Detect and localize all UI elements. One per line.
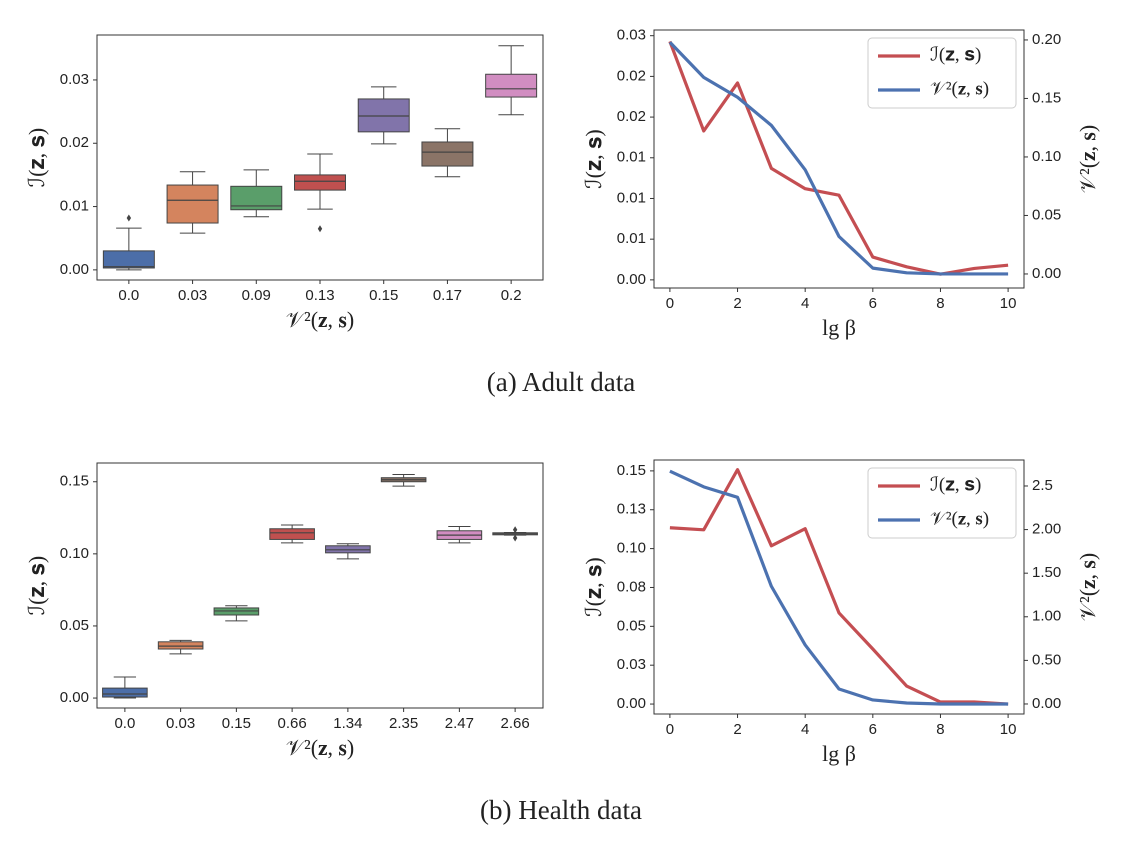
y-tick-label: 0.02 — [617, 67, 646, 84]
box — [102, 250, 155, 269]
box — [102, 687, 148, 698]
y-tick-label: 0.00 — [617, 271, 646, 288]
y2-tick-label: 0.05 — [1032, 206, 1061, 223]
flier — [512, 526, 518, 534]
y-tick-label: 0.15 — [617, 462, 646, 479]
y-tick-label: 0.13 — [617, 501, 646, 518]
y-tick-label: 0.00 — [60, 261, 89, 278]
x-tick-label: 0.13 — [305, 287, 334, 304]
x-tick-label: 0.17 — [433, 287, 462, 304]
box — [230, 185, 283, 211]
y-tick-label: 0.05 — [60, 617, 89, 634]
flier — [317, 225, 323, 233]
x-tick-label: 6 — [869, 295, 877, 312]
x-tick-label: 10 — [1000, 721, 1017, 738]
y-tick-label: 0.10 — [60, 545, 89, 562]
x-tick-label: 1.34 — [333, 715, 362, 732]
plot-frame — [653, 29, 1025, 289]
y-tick-label: 0.03 — [617, 656, 646, 673]
y-tick-label: 0.01 — [617, 189, 646, 206]
x-tick-label: 10 — [1000, 295, 1017, 312]
x-tick-label: 0.09 — [242, 287, 271, 304]
x-tick-label: 0 — [666, 721, 674, 738]
x-tick-label: 0.15 — [369, 287, 398, 304]
x-tick-label: 0.66 — [278, 715, 307, 732]
x-tick-label: 2.47 — [445, 715, 474, 732]
caption: (b) Health data — [480, 795, 642, 825]
x-tick-label: 8 — [936, 721, 944, 738]
flier — [512, 534, 518, 542]
y-tick-label: 0.00 — [617, 695, 646, 712]
x-tick-label: 6 — [869, 721, 877, 738]
line-series — [668, 40, 1009, 276]
y2-tick-label: 2.00 — [1032, 521, 1061, 538]
y-tick-label: 0.01 — [617, 230, 646, 247]
y2-tick-label: 1.00 — [1032, 608, 1061, 625]
legend-label: 𝒱²(𝐳, 𝐬) — [930, 78, 989, 99]
y-tick-label: 0.02 — [617, 108, 646, 125]
x-tick-label: 2.35 — [389, 715, 418, 732]
x-axis-label: lg β — [822, 741, 856, 766]
y-tick-label: 0.15 — [60, 473, 89, 490]
y-tick-label: 0.03 — [617, 27, 646, 44]
x-tick-label: 8 — [936, 295, 944, 312]
x-tick-label: 2 — [733, 721, 741, 738]
y2-axis-label: 𝒱²(𝐳, 𝐬) — [1075, 553, 1100, 621]
y2-tick-label: 2.5 — [1032, 477, 1053, 494]
line-series — [669, 468, 1009, 706]
x-axis-label: lg β — [822, 315, 856, 340]
flier — [126, 214, 132, 222]
x-tick-label: 2.66 — [501, 715, 530, 732]
y-tick-label: 0.01 — [617, 149, 646, 166]
y2-tick-label: 1.50 — [1032, 564, 1061, 581]
x-tick-label: 2 — [733, 295, 741, 312]
legend-label: ℐ(𝐳, 𝐬) — [930, 44, 981, 65]
y2-tick-label: 0.10 — [1032, 148, 1061, 165]
box — [357, 98, 410, 133]
y-tick-label: 0.08 — [617, 578, 646, 595]
y-tick-label: 0.02 — [60, 134, 89, 151]
x-tick-label: 0.0 — [118, 287, 139, 304]
x-tick-label: 0.2 — [501, 287, 522, 304]
y2-tick-label: 0.20 — [1032, 31, 1061, 48]
x-tick-label: 4 — [801, 295, 809, 312]
box — [294, 174, 346, 191]
y2-tick-label: 0.00 — [1032, 265, 1061, 282]
y-axis-label: ℐ(𝐳, 𝐬) — [581, 129, 606, 188]
box — [485, 73, 538, 98]
box — [157, 641, 204, 650]
y2-axis-label: 𝒱²(𝐳, 𝐬) — [1075, 125, 1100, 193]
y2-tick-label: 0.00 — [1032, 695, 1061, 712]
x-tick-label: 4 — [801, 721, 809, 738]
box — [421, 141, 474, 167]
y2-tick-label: 0.50 — [1032, 651, 1061, 668]
y-tick-label: 0.10 — [617, 540, 646, 557]
x-axis-label: 𝒱²(𝐳, 𝐬) — [286, 735, 354, 760]
legend-label: ℐ(𝐳, 𝐬) — [930, 474, 981, 495]
plot-frame — [96, 462, 544, 709]
y-tick-label: 0.01 — [60, 198, 89, 215]
y-axis-label: ℐ(𝐳, 𝐬) — [581, 557, 606, 616]
x-tick-label: 0.15 — [222, 715, 251, 732]
y-tick-label: 0.03 — [60, 71, 89, 88]
y-tick-label: 0.00 — [60, 689, 89, 706]
line-series — [669, 469, 1009, 706]
box — [166, 184, 219, 224]
caption: (a) Adult data — [487, 367, 635, 397]
x-tick-label: 0 — [666, 295, 674, 312]
y2-tick-label: 0.15 — [1032, 89, 1061, 106]
y-axis-label: ℐ(𝐳, 𝐬) — [24, 556, 49, 615]
legend-label: 𝒱²(𝐳, 𝐬) — [930, 508, 989, 529]
x-tick-label: 0.03 — [166, 715, 195, 732]
x-tick-label: 0.0 — [114, 715, 135, 732]
x-tick-label: 0.03 — [178, 287, 207, 304]
line-series — [668, 41, 1009, 276]
y-axis-label: ℐ(𝐳, 𝐬) — [24, 128, 49, 187]
y-tick-label: 0.05 — [617, 617, 646, 634]
box — [269, 528, 315, 540]
x-axis-label: 𝒱²(𝐳, 𝐬) — [286, 307, 354, 332]
